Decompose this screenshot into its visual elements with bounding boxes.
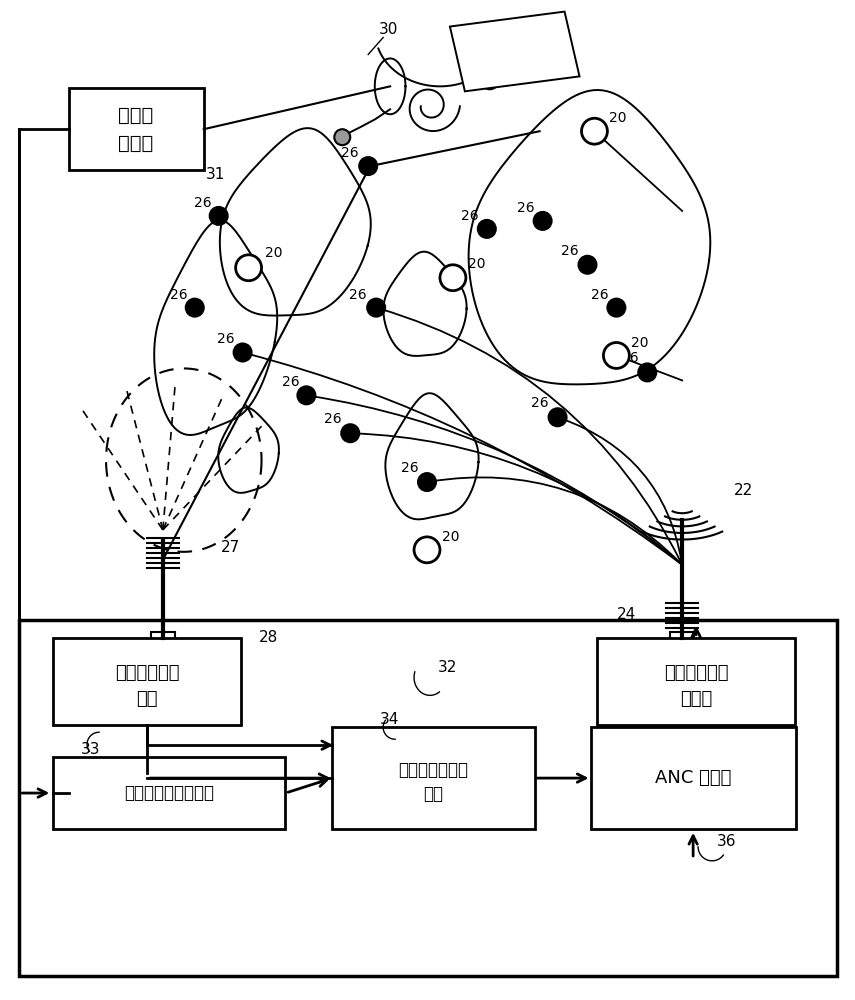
Circle shape — [607, 299, 625, 317]
Text: 31: 31 — [206, 167, 226, 182]
Circle shape — [367, 299, 385, 317]
Circle shape — [604, 343, 629, 368]
Text: 转换: 转换 — [423, 785, 443, 803]
Circle shape — [440, 265, 466, 291]
Text: 34: 34 — [380, 712, 399, 727]
Circle shape — [478, 220, 496, 238]
Text: 26: 26 — [350, 288, 367, 302]
Circle shape — [209, 207, 227, 225]
Bar — [53, 757, 286, 829]
Text: 26: 26 — [194, 196, 211, 210]
Text: 26: 26 — [341, 146, 359, 160]
Text: 26: 26 — [561, 244, 578, 258]
Text: 多通道扬声器: 多通道扬声器 — [663, 664, 728, 682]
Text: 26: 26 — [591, 288, 608, 302]
Text: 24: 24 — [616, 607, 635, 622]
Text: 22: 22 — [734, 483, 753, 498]
Text: 36: 36 — [717, 834, 736, 849]
Bar — [53, 638, 240, 725]
Circle shape — [236, 255, 262, 281]
Circle shape — [534, 212, 551, 230]
Text: 32: 32 — [438, 660, 457, 675]
Text: 27: 27 — [221, 540, 240, 555]
Polygon shape — [450, 12, 580, 91]
Text: 多通道麦克风: 多通道麦克风 — [115, 664, 180, 682]
Bar — [150, 632, 174, 642]
Text: 28: 28 — [258, 630, 278, 645]
Text: 20: 20 — [468, 257, 486, 271]
Text: 26: 26 — [281, 375, 299, 389]
Text: 时域到模态空间: 时域到模态空间 — [398, 761, 468, 779]
Bar — [333, 727, 534, 829]
Circle shape — [639, 363, 657, 381]
Text: 26: 26 — [401, 461, 419, 475]
Text: 33: 33 — [81, 742, 101, 757]
Text: 26: 26 — [517, 201, 534, 215]
Text: 26: 26 — [325, 412, 342, 426]
Circle shape — [186, 299, 203, 317]
Bar — [598, 638, 795, 725]
Circle shape — [334, 129, 351, 145]
Circle shape — [549, 408, 567, 426]
Text: 20: 20 — [610, 111, 627, 125]
Text: 驱动器: 驱动器 — [680, 690, 712, 708]
Text: 输入: 输入 — [136, 690, 157, 708]
Circle shape — [233, 344, 251, 361]
Text: 26: 26 — [170, 288, 187, 302]
Text: 26: 26 — [621, 351, 638, 365]
Circle shape — [579, 256, 597, 274]
Circle shape — [341, 424, 359, 442]
Text: 20: 20 — [264, 246, 282, 260]
Text: 26: 26 — [461, 209, 479, 223]
Circle shape — [414, 537, 440, 563]
Text: 30: 30 — [379, 22, 398, 37]
Bar — [670, 632, 694, 642]
Text: 确定发动机振动频率: 确定发动机振动频率 — [124, 784, 214, 802]
Bar — [20, 620, 837, 976]
Bar — [592, 727, 796, 829]
Circle shape — [418, 473, 436, 491]
Text: ANC 处理器: ANC 处理器 — [655, 769, 731, 787]
Text: 26: 26 — [531, 396, 548, 410]
Text: 发动机
传感器: 发动机 传感器 — [118, 106, 154, 153]
Bar — [69, 88, 203, 170]
Text: 20: 20 — [631, 336, 649, 350]
Circle shape — [298, 386, 315, 404]
Circle shape — [359, 157, 377, 175]
Text: 20: 20 — [442, 530, 459, 544]
Circle shape — [581, 118, 607, 144]
Text: 26: 26 — [217, 332, 234, 346]
